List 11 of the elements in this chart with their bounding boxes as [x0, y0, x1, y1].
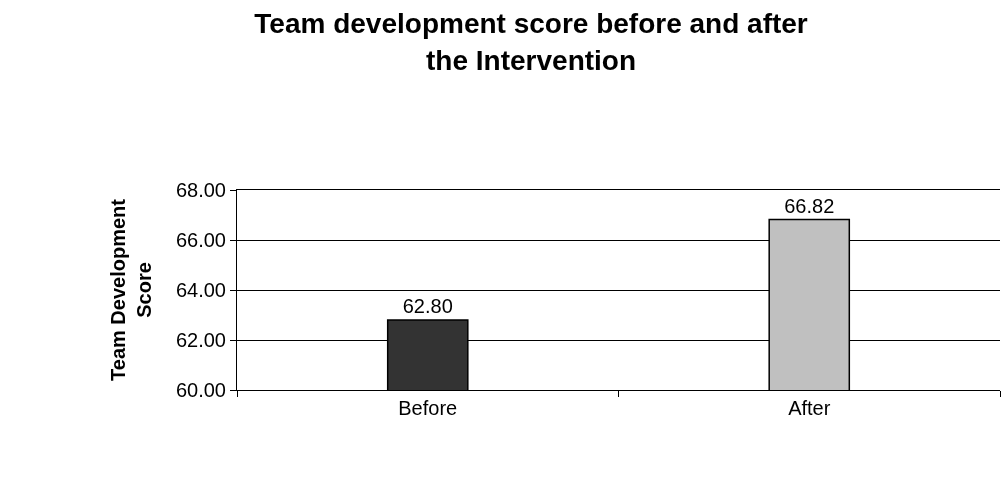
- y-tick-label: 64.00: [175, 279, 226, 301]
- y-tick-label: 60.00: [175, 379, 226, 401]
- y-axis-title: Team Development Score: [107, 198, 156, 381]
- y-tick-label: 68.00: [175, 179, 226, 201]
- data-label: 66.82: [784, 194, 835, 217]
- chart-title: Team development score before and after the Intervention: [254, 8, 808, 76]
- x-tick-label: Before: [398, 397, 458, 419]
- x-tick-label: After: [788, 397, 831, 419]
- data-label: 62.80: [402, 295, 453, 317]
- y-tick-label: 66.00: [175, 229, 226, 251]
- y-tick-label: 62.00: [175, 329, 226, 351]
